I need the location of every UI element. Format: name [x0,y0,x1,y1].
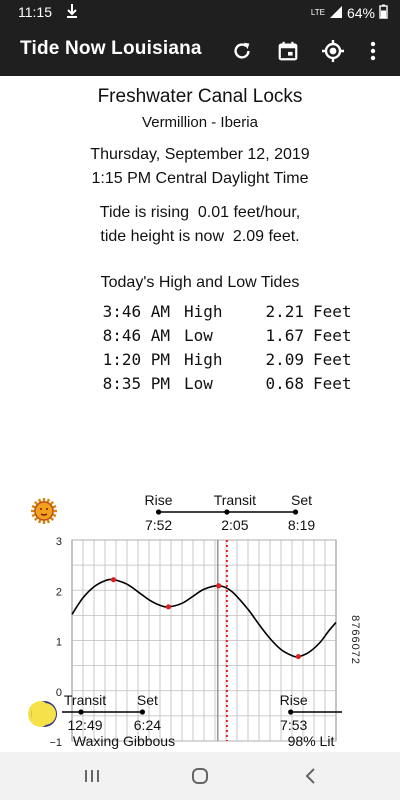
tide-table: 3:46 AM High 2.21 Feet 8:46 AM Low 1.67 Feet 1… [82,302,352,398]
tide-chart: 3210−11224681012246810128766072RiseTrans… [31,492,361,763]
moon-event-dot [78,709,84,715]
status-bar: 11:15 LTE 64% [0,0,400,26]
status-time: 11:15 [18,4,52,20]
tide-extreme-point [110,577,117,583]
tide-unit: Feet [313,326,352,345]
calendar-icon[interactable] [275,38,301,64]
moon-set-time: 6:24 [134,717,161,733]
station-id: 8766072 [349,615,361,665]
tide-height: tide height is now 2.09 feet. [100,228,300,245]
tides-heading: Today's High and Low Tides [100,274,300,291]
refresh-icon[interactable] [229,38,255,64]
nav-bar [0,752,400,800]
tide-row: 8:46 AM Low 1.67 Feet [82,326,352,350]
sun-event-dot [155,509,162,515]
moon-transit-label: Transit [64,692,106,708]
moon-event-dot [139,709,145,715]
tide-row: 3:46 AM High 2.21 Feet [82,302,352,326]
download-icon [66,3,78,22]
moon-rise-time: 7:53 [280,717,307,733]
tide-time: 1:20 PM [102,350,170,369]
tide-time: 8:46 AM [102,326,170,345]
tide-value: 1.67 [265,326,304,345]
moon-rise-label: Rise [280,692,308,708]
sun-transit-time: 2:05 [221,517,248,533]
moon-event-dot [288,709,294,715]
tide-time: 8:35 PM [102,374,170,393]
sun-rise-label: Rise [145,492,173,508]
tide-content: Freshwater Canal Locks Vermillion - Iber… [0,76,400,763]
y-tick-label: 0 [56,687,62,699]
tide-time: 3:46 AM [102,302,170,321]
tide-row: 1:20 PM High 2.09 Feet [82,350,352,374]
tide-unit: Feet [313,374,352,393]
tide-rate: Tide is rising 0.01 feet/hour, [99,204,301,221]
current-time: 1:15 PM Central Daylight Time [91,170,309,187]
tide-extreme-point [295,653,301,660]
sun-event-dot [224,509,230,515]
moon-set-label: Set [137,692,158,708]
tide-extreme-point [216,583,222,589]
sun-rise-time: 7:52 [145,517,172,533]
moon-phase: Waxing Gibbous [73,733,175,749]
station-parish: Vermillion - Iberia [142,114,258,131]
sun-transit-label: Transit [214,492,256,508]
home-button[interactable] [188,764,212,788]
tide-row: 8:35 PM Low 0.68 Feet [82,374,352,398]
y-tick-label: 1 [56,637,62,649]
moon-transit-time: 12:49 [67,717,102,733]
tide-extreme-point [165,604,172,610]
moon-row: Transit Set Rise 12:49 6:24 7:53 Waxing Gibbou… [28,692,342,749]
back-button[interactable] [298,764,322,788]
sun-event-dot [292,509,299,515]
tide-type: High [184,302,223,321]
recents-button[interactable] [80,764,104,788]
tide-chart-area: 3210−11224681012246810128766072RiseTrans… [0,410,400,763]
tide-type: High [184,350,223,369]
y-tick-label: −1 [49,737,62,749]
tide-unit: Feet [313,302,352,321]
network-type: LTE [310,8,325,17]
tide-value: 0.68 [265,374,304,393]
tide-value: 2.21 [265,302,304,321]
battery-icon [379,4,388,22]
moon-icon [28,701,57,727]
tide-unit: Feet [313,350,352,369]
app-title: Tide Now Louisiana [20,38,202,59]
app-bar: Tide Now Louisiana [0,26,400,76]
current-date: Thursday, September 12, 2019 [90,146,310,163]
location-icon[interactable] [320,38,346,64]
y-tick-label: 2 [56,586,62,598]
moon-lit: 98% Lit [288,733,335,749]
tide-value: 2.09 [265,350,304,369]
station-name: Freshwater Canal Locks [97,86,303,107]
signal-icon [329,5,343,22]
sun-set-time: 8:19 [288,517,315,533]
sun-icon [31,498,57,524]
sun-set-label: Set [291,492,312,508]
tide-type: Low [184,326,213,345]
more-vert-icon[interactable] [360,38,386,64]
tide-type: Low [184,374,213,393]
y-tick-label: 3 [56,536,62,548]
battery-level: 64% [346,5,375,21]
